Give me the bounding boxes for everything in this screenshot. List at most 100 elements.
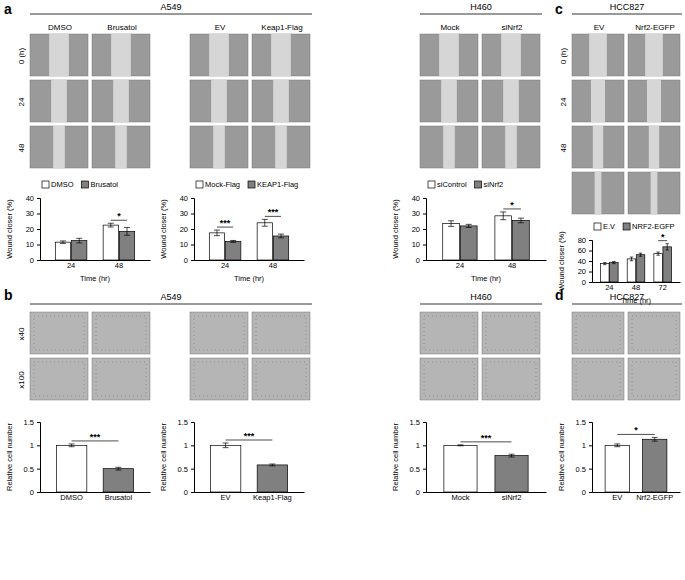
wound-gap (591, 80, 605, 122)
error-bar (214, 230, 220, 236)
legend-label: Mock-Flag (205, 180, 240, 189)
tick-label: 1 (30, 441, 34, 450)
tick: 30 (180, 209, 194, 218)
error-line (468, 224, 469, 227)
bar (654, 254, 663, 282)
tick: 24 (221, 261, 229, 270)
chart: ******0102030402448Wound closer (%)Time … (159, 180, 305, 283)
x-axis: DMSOBrusatol (41, 493, 151, 503)
x-axis: 2448 (427, 261, 547, 271)
tick-mark (423, 260, 426, 261)
wound-gap (111, 34, 131, 76)
tick: 0.5 (576, 465, 592, 474)
significance: *** (481, 433, 492, 443)
tick-label: Nrf2-EGFP (636, 493, 673, 502)
micrograph (572, 172, 624, 214)
x-axis: MocksiNrf2 (427, 493, 547, 503)
wound-gap (645, 34, 663, 76)
error-bar (614, 444, 620, 447)
wound-gap (115, 126, 127, 168)
tick-mark (191, 469, 194, 470)
legend-swatch (594, 223, 601, 230)
micrograph (572, 312, 624, 354)
error-line (127, 227, 128, 235)
y-axis: 00.511.5 (576, 418, 593, 497)
error-line (216, 230, 217, 236)
tick-label: 0 (30, 488, 34, 497)
tick-label: 20 (412, 225, 420, 234)
legend-label: siNrf2 (484, 180, 504, 189)
error-line (639, 256, 642, 257)
chart: *00.511.5EVNrf2-EGFPRelative cell number (557, 418, 681, 502)
image-panel: dHCC827 (555, 287, 682, 400)
tick-label: 0 (582, 488, 586, 497)
tick: 48 (508, 261, 516, 270)
micrograph (30, 126, 88, 168)
axis-line (191, 199, 195, 261)
micrograph (482, 80, 540, 122)
error-line (656, 252, 659, 253)
tick-mark (423, 469, 426, 470)
error-bar (639, 253, 642, 256)
error-line (76, 242, 82, 243)
column-label: EV (594, 23, 605, 32)
tick-label: 40 (180, 194, 188, 203)
wound-gap (53, 126, 65, 168)
column-label: Brusatol (107, 23, 137, 32)
wound-gap (593, 126, 603, 168)
tick-mark (37, 492, 40, 493)
plot-area: ******0102030402448Wound closer (%)Time … (159, 194, 305, 283)
error-bar (630, 257, 633, 261)
tick: 0.5 (24, 465, 40, 474)
tick-label: 0 (416, 256, 420, 265)
tick: EV (612, 493, 622, 502)
tick: 40 (180, 194, 194, 203)
error-line (612, 263, 615, 264)
axis-line (427, 492, 547, 493)
tick-label: 0 (582, 278, 586, 287)
row-label: 0 (h) (17, 47, 26, 64)
tick: DMSO (60, 493, 83, 502)
tick-label: 48 (269, 261, 277, 270)
error-bar (603, 263, 606, 265)
error-bar (612, 262, 615, 264)
tick: 20 (578, 267, 592, 276)
error-line (281, 234, 282, 238)
tick-mark (37, 214, 40, 215)
chart: *0102030402448Wound closer (%)Time (hr)D… (5, 180, 151, 283)
micrograph-texture (256, 316, 306, 350)
micrograph (420, 312, 478, 354)
tick: 24 (605, 283, 613, 292)
error-line (60, 243, 66, 244)
tick-label: 60 (578, 246, 586, 255)
micrograph (482, 126, 540, 168)
tick: 20 (180, 225, 194, 234)
tick: 40 (26, 194, 40, 203)
axis-line (423, 199, 427, 261)
error-bar (262, 219, 268, 226)
error-line (108, 226, 114, 227)
legend-swatch (428, 181, 435, 188)
tick-label: 40 (26, 194, 34, 203)
bar (103, 469, 133, 492)
bar (513, 220, 530, 260)
error-line (223, 447, 229, 448)
tick-mark (423, 422, 426, 423)
error-bar (656, 252, 659, 255)
tick-label: 30 (180, 209, 188, 218)
micrograph (30, 312, 88, 354)
micrograph (252, 80, 310, 122)
marks (55, 223, 134, 260)
wound-gap (589, 34, 607, 76)
tick-label: EV (612, 493, 622, 502)
tick-label: 40 (578, 257, 586, 266)
micrograph (628, 126, 680, 168)
tick: 80 (578, 236, 592, 245)
wound-gap (441, 80, 457, 122)
wound-gap (501, 34, 521, 76)
axis-line (191, 423, 195, 493)
tick-label: 10 (412, 240, 420, 249)
legend-label: E.V (603, 222, 615, 231)
error-line (503, 212, 504, 220)
chart: *020406080244872Wound closer (%)Time (hr… (557, 222, 681, 305)
